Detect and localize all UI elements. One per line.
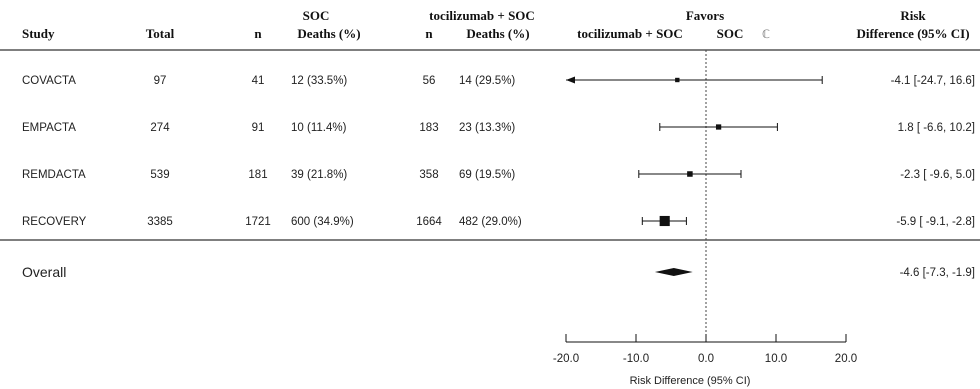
row-total: 97: [154, 75, 167, 87]
row-rd-text: -2.3 [ -9.6, 5.0]: [900, 169, 975, 181]
point-estimate: [659, 215, 670, 227]
row-toci-deaths: 69 (19.5%): [459, 169, 515, 181]
overall-diamond: [654, 268, 693, 276]
overall-rd-text: -4.6 [-7.3, -1.9]: [900, 267, 975, 279]
row-soc-n: 1721: [245, 216, 271, 228]
row-soc-n: 41: [252, 75, 265, 87]
row-total: 3385: [147, 216, 173, 228]
row-rd-text: 1.8 [ -6.6, 10.2]: [898, 122, 975, 134]
row-toci-n: 1664: [416, 216, 442, 228]
header-favors-right: SOC: [717, 26, 744, 41]
header-toci-n: n: [425, 26, 433, 41]
table-row: REMDACTA 539 181 39 (21.8%) 358 69 (19.5…: [22, 169, 975, 181]
x-tick-label: 20.0: [835, 353, 857, 365]
row-soc-deaths: 39 (21.8%): [291, 169, 347, 181]
header-favors: Favors: [686, 8, 724, 23]
header-favors-left: tocilizumab + SOC: [577, 26, 683, 41]
overall-label: Overall: [22, 264, 66, 280]
row-soc-n: 91: [252, 122, 265, 134]
point-estimate: [687, 171, 693, 177]
row-soc-deaths: 10 (11.4%): [291, 122, 347, 134]
header-favors-symbol: ℂ: [762, 29, 770, 41]
header-toci-deaths: Deaths (%): [466, 26, 529, 41]
header-toci-group: tocilizumab + SOC: [429, 8, 535, 23]
row-toci-deaths: 23 (13.3%): [459, 122, 515, 134]
header-rd-line1: Risk: [900, 8, 926, 23]
header-soc-deaths: Deaths (%): [297, 26, 360, 41]
row-rd-text: -4.1 [-24.7, 16.6]: [891, 75, 975, 87]
ci-arrow: [566, 76, 575, 84]
row-toci-deaths: 14 (29.5%): [459, 75, 515, 87]
header-total: Total: [146, 26, 175, 41]
row-total: 274: [150, 122, 170, 134]
header-soc-group: SOC: [303, 8, 330, 23]
row-soc-deaths: 12 (33.5%): [291, 75, 347, 87]
row-toci-n: 358: [419, 169, 438, 181]
row-soc-deaths: 600 (34.9%): [291, 216, 354, 228]
header-study: Study: [22, 26, 55, 41]
point-estimate: [715, 124, 722, 130]
point-estimate: [675, 77, 680, 83]
row-study: COVACTA: [22, 75, 76, 87]
row-study: REMDACTA: [22, 169, 86, 181]
row-toci-n: 56: [423, 75, 436, 87]
row-soc-n: 181: [248, 169, 267, 181]
overall-row: Overall -4.6 [-7.3, -1.9]: [22, 264, 975, 280]
x-tick-label: 0.0: [698, 353, 714, 365]
table-row: COVACTA 97 41 12 (33.5%) 56 14 (29.5%) -…: [22, 75, 975, 87]
plot-area: -20.0 -10.0 0.0 10.0 20.0: [553, 50, 857, 365]
x-tick-label: -10.0: [623, 353, 649, 365]
header-soc-n: n: [254, 26, 262, 41]
row-toci-deaths: 482 (29.0%): [459, 216, 522, 228]
row-toci-n: 183: [419, 122, 438, 134]
x-tick-label: 10.0: [765, 353, 787, 365]
table-header: Study Total SOC n Deaths (%) tocilizumab…: [22, 8, 970, 41]
row-rd-text: -5.9 [ -9.1, -2.8]: [896, 216, 975, 228]
x-axis-label: Risk Difference (95% CI): [630, 375, 751, 387]
row-study: RECOVERY: [22, 216, 87, 228]
table-row: RECOVERY 3385 1721 600 (34.9%) 1664 482 …: [22, 216, 975, 228]
row-study: EMPACTA: [22, 122, 76, 134]
x-tick-label: -20.0: [553, 353, 579, 365]
table-row: EMPACTA 274 91 10 (11.4%) 183 23 (13.3%)…: [22, 122, 975, 134]
row-total: 539: [150, 169, 169, 181]
header-rd-line2: Difference (95% CI): [856, 26, 969, 41]
